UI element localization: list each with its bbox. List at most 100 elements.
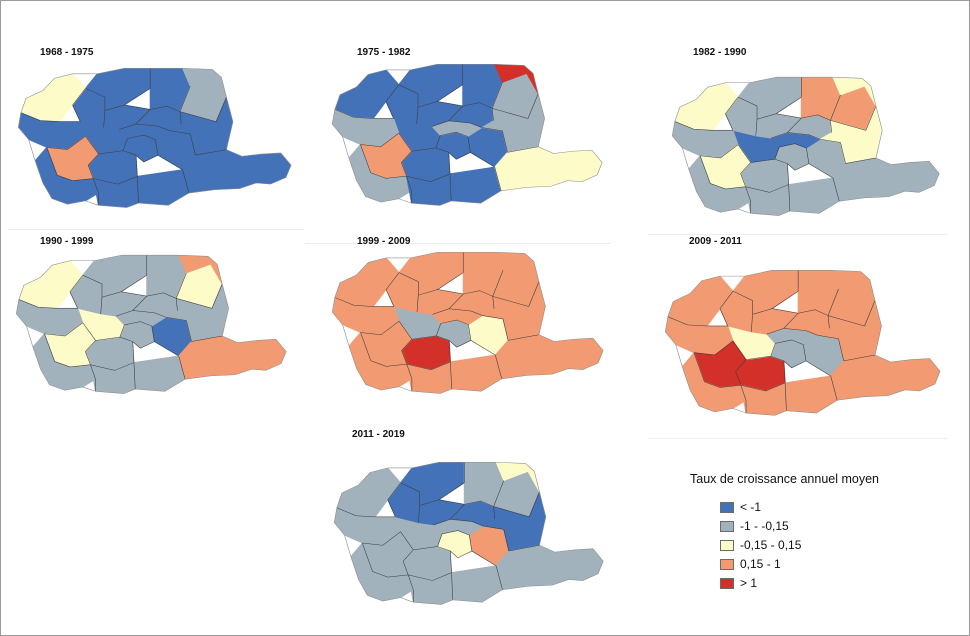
arrondissement-border xyxy=(845,157,877,164)
paris-arrondissements-map xyxy=(331,251,604,394)
legend-title: Taux de croissance annuel moyen xyxy=(690,472,880,486)
arrondissement-border xyxy=(482,315,509,341)
arrondissement-border xyxy=(165,316,192,342)
city-outline xyxy=(17,67,292,208)
arrondissement-border xyxy=(481,127,508,153)
arrondissement-border xyxy=(667,316,728,327)
separator-line xyxy=(305,243,611,244)
arrondissement-border xyxy=(360,132,399,147)
paris-arrondissements-map xyxy=(331,63,603,206)
arrondissement-border xyxy=(82,322,96,341)
arrondissement-border xyxy=(398,133,412,152)
arrondissement-border xyxy=(450,361,452,389)
arrondissement-border xyxy=(385,272,400,307)
arrondissement-border xyxy=(745,186,751,214)
arrondissement-border xyxy=(179,97,227,122)
arrondissement-border xyxy=(830,375,838,401)
map-title: 1999 - 2009 xyxy=(357,236,411,247)
arrondissement-border xyxy=(69,274,84,309)
arrondissement-border xyxy=(401,147,451,183)
arrondissement-border xyxy=(817,335,845,361)
map-title: 2011 - 2019 xyxy=(352,429,405,440)
paris-arrondissements-map xyxy=(15,254,287,394)
arrondissement-border xyxy=(493,491,540,518)
city-outline xyxy=(664,270,941,416)
arrondissement-border xyxy=(195,149,227,156)
legend-label: < -1 xyxy=(740,500,762,514)
arrondissement-17 xyxy=(136,169,190,206)
arrondissement-border xyxy=(385,84,400,119)
arrondissement-12 xyxy=(336,467,402,518)
arrondissement-20 xyxy=(182,149,292,194)
legend-swatch xyxy=(720,577,734,589)
legend-item: -0,15 - 0,15 xyxy=(720,538,801,552)
arrondissement-border xyxy=(120,274,147,292)
map-title: 1968 - 1975 xyxy=(40,47,94,58)
arrondissement-border xyxy=(771,290,799,309)
arrondissement-border xyxy=(436,84,463,102)
legend-item: < -1 xyxy=(720,500,761,514)
arrondissement-border xyxy=(133,362,136,390)
arrondissement-border xyxy=(693,352,741,388)
arrondissement-border xyxy=(407,574,414,603)
paris-arrondissements-map xyxy=(17,67,292,208)
arrondissement-border xyxy=(362,531,401,546)
legend-item: > 1 xyxy=(720,576,757,590)
arrondissement-border xyxy=(483,525,510,552)
arrondissement-border xyxy=(435,319,472,348)
arrondissement-border xyxy=(85,336,135,371)
arrondissement-border xyxy=(755,113,802,136)
arrondissement-border xyxy=(674,121,733,131)
arrondissement-border xyxy=(150,105,182,124)
arrondissement-border xyxy=(435,131,471,160)
arrondissement-20 xyxy=(494,146,603,192)
arrondissement-border xyxy=(93,178,99,206)
legend-label: -0,15 - 0,15 xyxy=(740,538,802,552)
arrondissement-border xyxy=(402,546,452,581)
arrondissement-border xyxy=(401,335,451,371)
arrondissement-border xyxy=(508,334,540,341)
arrondissement-border xyxy=(830,94,841,121)
arrondissement-border xyxy=(464,500,496,520)
arrondissement-17 xyxy=(133,355,186,392)
city-outline xyxy=(331,63,603,206)
arrondissement-border xyxy=(90,364,96,392)
arrondissement-border xyxy=(124,88,151,106)
arrondissement-12 xyxy=(667,275,734,327)
arrondissement-border xyxy=(828,300,876,327)
legend-item: -1 - -0,15 xyxy=(720,519,789,533)
arrondissement-border xyxy=(182,169,190,194)
arrondissement-20 xyxy=(830,354,941,401)
arrondissement-border xyxy=(44,333,91,368)
city-outline xyxy=(15,254,287,394)
arrondissement-border xyxy=(719,291,734,327)
arrondissement-17 xyxy=(449,354,503,392)
arrondissement-border xyxy=(362,542,409,578)
arrondissement-12 xyxy=(20,73,87,123)
arrondissement-border xyxy=(492,270,504,297)
arrondissement-border xyxy=(176,283,223,309)
arrondissement-border xyxy=(154,341,179,357)
arrondissement-border xyxy=(136,176,139,204)
arrondissement-border xyxy=(175,272,187,299)
arrondissement-border xyxy=(495,565,503,590)
arrondissement-20 xyxy=(494,334,604,380)
arrondissement-border xyxy=(416,101,464,125)
arrondissement-border xyxy=(808,163,834,179)
arrondissement-border xyxy=(119,321,155,349)
arrondissement-border xyxy=(103,104,151,128)
arrondissement-border xyxy=(462,102,494,121)
arrondissement-border xyxy=(740,385,747,414)
arrondissement-border xyxy=(732,290,753,315)
arrondissement-border xyxy=(44,322,83,337)
arrondissement-20 xyxy=(495,544,604,591)
arrondissement-border xyxy=(493,480,505,507)
arrondissement-border xyxy=(491,82,503,109)
arrondissement-border xyxy=(178,355,186,380)
arrondissement-border xyxy=(770,132,821,140)
arrondissement-border xyxy=(416,289,464,313)
arrondissement-border xyxy=(766,328,818,336)
arrondissement-border xyxy=(770,339,807,369)
arrondissement-border xyxy=(400,531,414,550)
arrondissement-border xyxy=(418,499,465,523)
